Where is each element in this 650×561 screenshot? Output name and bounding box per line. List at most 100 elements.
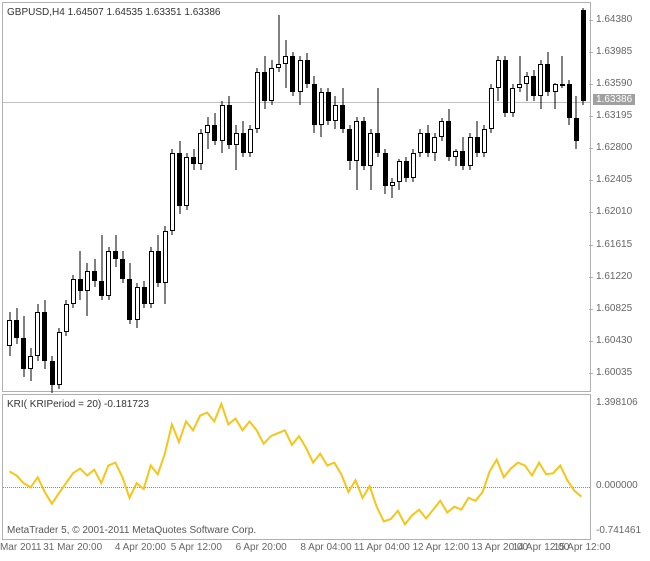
candlestick <box>92 3 97 393</box>
candlestick <box>85 3 90 393</box>
candlestick <box>241 3 246 393</box>
candlestick <box>113 3 118 393</box>
candlestick <box>276 3 281 393</box>
candlestick <box>198 3 203 393</box>
candlestick <box>524 3 529 393</box>
candlestick <box>545 3 550 393</box>
time-x-axis: 30 Mar 201131 Mar 20:004 Apr 20:005 Apr … <box>2 542 648 558</box>
candlestick <box>390 3 395 393</box>
candlestick <box>411 3 416 393</box>
candlestick <box>489 3 494 393</box>
candlestick <box>418 3 423 393</box>
candlestick <box>163 3 168 393</box>
candlestick <box>439 3 444 393</box>
candlestick <box>581 3 586 393</box>
candlestick <box>234 3 239 393</box>
indicator-panel[interactable]: KRI( KRIPeriod = 20) -0.181723 MetaTrade… <box>2 394 591 540</box>
candlestick <box>71 3 76 393</box>
candlestick <box>361 3 366 393</box>
candlestick <box>560 3 565 393</box>
price-tick-label: 1.63985 <box>596 46 632 57</box>
candlestick <box>57 3 62 393</box>
time-tick-label: 30 Mar 2011 <box>0 542 41 553</box>
candlestick <box>220 3 225 393</box>
price-tick-label: 1.64380 <box>596 14 632 25</box>
candlestick <box>517 3 522 393</box>
candlestick <box>404 3 409 393</box>
candlestick <box>14 3 19 393</box>
price-tick-label: 1.60035 <box>596 367 632 378</box>
time-tick-label: 6 Apr 20:00 <box>236 542 287 553</box>
candlestick <box>510 3 515 393</box>
candlestick <box>99 3 104 393</box>
candlestick <box>347 3 352 393</box>
candlestick <box>432 3 437 393</box>
candlestick <box>319 3 324 393</box>
candlestick <box>42 3 47 393</box>
candlestick <box>496 3 501 393</box>
candlestick <box>142 3 147 393</box>
price-tick-label: 1.63195 <box>596 110 632 121</box>
candlestick <box>460 3 465 393</box>
price-tick-label: 1.61615 <box>596 239 632 250</box>
candlestick <box>149 3 154 393</box>
indicator-tick-label: 0.000000 <box>596 480 638 491</box>
indicator-header: KRI( KRIPeriod = 20) -0.181723 <box>7 399 149 410</box>
candlestick <box>127 3 132 393</box>
candlestick <box>177 3 182 393</box>
candlestick <box>482 3 487 393</box>
price-tick-label: 1.62405 <box>596 174 632 185</box>
candlestick <box>340 3 345 393</box>
candlestick <box>191 3 196 393</box>
candlestick <box>212 3 217 393</box>
time-tick-label: 5 Apr 12:00 <box>171 542 222 553</box>
kri-indicator-line <box>3 395 590 539</box>
price-chart-panel[interactable]: GBPUSD,H4 1.64507 1.64535 1.63351 1.6338… <box>2 2 591 392</box>
candlestick <box>503 3 508 393</box>
candlestick <box>269 3 274 393</box>
copyright-text: MetaTrader 5, © 2001-2011 MetaQuotes Sof… <box>7 525 256 536</box>
candlestick <box>305 3 310 393</box>
indicator-tick-label: -0.741461 <box>596 525 641 536</box>
time-tick-label: 8 Apr 04:00 <box>300 542 351 553</box>
candlestick <box>354 3 359 393</box>
candlestick <box>248 3 253 393</box>
candlestick <box>567 3 572 393</box>
price-tick-label: 1.60430 <box>596 335 632 346</box>
candlestick <box>35 3 40 393</box>
candlestick <box>50 3 55 393</box>
price-tick-label: 1.61220 <box>596 271 632 282</box>
candlestick <box>170 3 175 393</box>
candlestick <box>298 3 303 393</box>
time-tick-label: 11 Apr 04:00 <box>354 542 410 553</box>
candlestick <box>106 3 111 393</box>
price-tick-label: 1.62010 <box>596 206 632 217</box>
price-tick-label: 1.60825 <box>596 303 632 314</box>
candlestick <box>7 3 12 393</box>
candlestick <box>120 3 125 393</box>
candlestick <box>397 3 402 393</box>
candlestick <box>453 3 458 393</box>
candlestick <box>64 3 69 393</box>
indicator-y-axis: -0.7414610.0000001.398106 <box>593 394 648 540</box>
symbol-header: GBPUSD,H4 1.64507 1.64535 1.63351 1.6338… <box>7 7 221 18</box>
candlestick <box>553 3 558 393</box>
candlestick <box>574 3 579 393</box>
candlestick <box>156 3 161 393</box>
candlestick <box>283 3 288 393</box>
candlestick <box>538 3 543 393</box>
chart-container: GBPUSD,H4 1.64507 1.64535 1.63351 1.6338… <box>0 0 650 561</box>
time-tick-label: 4 Apr 20:00 <box>115 542 166 553</box>
candlestick <box>21 3 26 393</box>
candlestick <box>205 3 210 393</box>
price-y-axis: 1.63386 1.60035 1.60430 1.60825 1.61220 1.61… <box>593 2 648 392</box>
candlestick <box>78 3 83 393</box>
candlestick <box>333 3 338 393</box>
bid-price-label: 1.63386 <box>593 94 635 105</box>
candlestick <box>227 3 232 393</box>
candlestick <box>531 3 536 393</box>
candlestick <box>446 3 451 393</box>
price-tick-label: 1.63590 <box>596 78 632 89</box>
candlestick <box>383 3 388 393</box>
candlestick <box>312 3 317 393</box>
